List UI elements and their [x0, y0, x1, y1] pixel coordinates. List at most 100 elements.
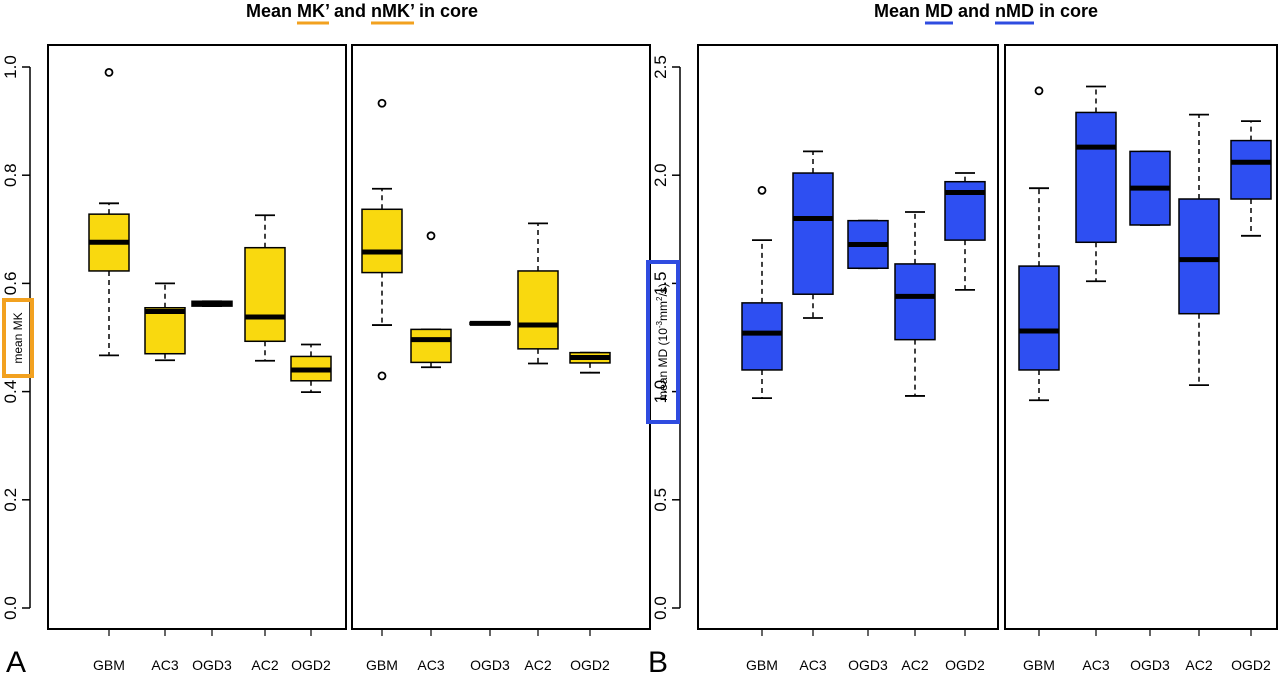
- panel-b-ylabel-mid: mm: [656, 301, 670, 321]
- y-tick-label: 2.0: [651, 163, 670, 187]
- outlier-point: [757, 185, 767, 195]
- box-gbm: [88, 68, 130, 357]
- category-label-gbm: GBM: [93, 657, 125, 673]
- panel-b-ylabel-sup2: 2: [655, 296, 664, 301]
- box-body: [244, 246, 286, 343]
- title-part: in core: [414, 1, 478, 21]
- panel-a-y-axis: 0.0 0.2 0.4 0.6 0.8 1.0: [1, 55, 31, 620]
- y-tick-label: 1.0: [651, 380, 670, 404]
- box-body: [1018, 265, 1060, 371]
- box-ogd3: [469, 320, 511, 326]
- outlier-point: [1034, 86, 1044, 96]
- box-ac3: [410, 231, 452, 369]
- category-label-ogd3: OGD3: [470, 657, 510, 673]
- box-body: [894, 263, 936, 341]
- outlier-point: [377, 371, 387, 381]
- box-body: [1178, 198, 1220, 315]
- title-part: and: [329, 1, 371, 21]
- panel-a-category-labels: GBM AC3 OGD3 AC2 OGD2 GBM AC3 OGD3 AC2 OGD2: [93, 629, 610, 673]
- box-body: [1075, 111, 1117, 244]
- outlier-point: [377, 98, 387, 108]
- category-label-ogd2: OGD2: [570, 657, 610, 673]
- panel-a-facet-2-frame: [351, 44, 651, 630]
- title-part: and: [953, 1, 995, 21]
- box-ogd2: [944, 172, 986, 291]
- category-label-ac3: AC3: [799, 657, 826, 673]
- panel-b-title: Mean MD and nMD in core: [874, 1, 1098, 21]
- category-label-ogd2: OGD2: [291, 657, 331, 673]
- panel-b-y-axis: 0.0 0.5 1.0 1.5 2.0 2.5: [651, 55, 681, 620]
- category-label-gbm: GBM: [1023, 657, 1055, 673]
- category-label-ogd3: OGD3: [192, 657, 232, 673]
- category-label-ac2: AC2: [1185, 657, 1212, 673]
- box-ogd2: [290, 343, 332, 394]
- box-ogd3: [847, 219, 889, 270]
- category-label-ac3: AC3: [151, 657, 178, 673]
- title-part: nMK’: [371, 1, 414, 21]
- panel-a-ylabel-box: [2, 298, 34, 378]
- box-ogd3: [191, 300, 233, 308]
- category-label-gbm: GBM: [746, 657, 778, 673]
- category-label-ac2: AC2: [524, 657, 551, 673]
- box-gbm: [1018, 86, 1060, 402]
- outlier-point: [426, 231, 436, 241]
- box-ogd2: [1230, 120, 1272, 237]
- y-tick-label: 0.8: [1, 163, 20, 187]
- panel-a-mean-mk: Mean MK’ and nMK’ in core 0.00.20.40.60.…: [1, 1, 651, 678]
- panel-b-facet-1-frame: [697, 44, 999, 630]
- category-label-ac3: AC3: [1082, 657, 1109, 673]
- y-tick-label: 0.4: [1, 380, 20, 404]
- box-gbm: [741, 185, 783, 399]
- panel-b-boxes: [741, 85, 1272, 402]
- panel-a-letter: A: [6, 646, 26, 678]
- title-part: in core: [1034, 1, 1098, 21]
- box-ac3: [792, 150, 834, 319]
- panel-b-ylabel: mean MD (10-3mm2/s): [655, 283, 670, 401]
- outlier-point: [104, 68, 114, 77]
- box-gbm: [361, 98, 403, 381]
- panel-b-ylabel-main: mean MD (10: [656, 328, 670, 401]
- box-body: [517, 270, 559, 350]
- box-ac3: [144, 282, 186, 362]
- box-body: [741, 302, 783, 371]
- title-part: nMD: [995, 1, 1034, 21]
- y-tick-label: 0.2: [1, 488, 20, 512]
- y-tick-label: 0.0: [1, 596, 20, 620]
- box-ac2: [1178, 113, 1220, 387]
- panel-b-ylabel-box: [646, 260, 680, 424]
- box-ac2: [244, 214, 286, 362]
- panel-a-ylabel: mean MK: [11, 312, 25, 363]
- box-body: [1230, 139, 1272, 200]
- y-tick-label: 1.5: [651, 272, 670, 296]
- category-label-ogd3: OGD3: [1130, 657, 1170, 673]
- panel-b-letter: B: [648, 646, 668, 678]
- category-label-ac3: AC3: [417, 657, 444, 673]
- box-ac2: [517, 222, 559, 365]
- box-body: [144, 306, 186, 355]
- category-label-ogd3: OGD3: [848, 657, 888, 673]
- category-label-ac2: AC2: [901, 657, 928, 673]
- y-tick-label: 1.0: [1, 55, 20, 79]
- box-ac3: [1075, 85, 1117, 283]
- box-ogd2: [569, 351, 611, 374]
- category-label-gbm: GBM: [366, 657, 398, 673]
- title-part: MD: [925, 1, 953, 21]
- panel-a-title: Mean MK’ and nMK’ in core: [246, 1, 478, 21]
- panel-b-facet-2-frame: [1004, 44, 1278, 630]
- panel-b-mean-md: Mean MD and nMD in core 0.0 0.5 1.0 1.5 2.0 2…: [646, 1, 1278, 678]
- y-tick-label: 0.6: [1, 272, 20, 296]
- box-body: [792, 172, 834, 295]
- panel-a-boxes: [88, 68, 611, 394]
- box-ac2: [894, 211, 936, 397]
- category-label-ogd2: OGD2: [1231, 657, 1271, 673]
- panel-b-ylabel-end: /s): [656, 283, 670, 296]
- y-tick-label: 2.5: [651, 55, 670, 79]
- category-label-ogd2: OGD2: [945, 657, 985, 673]
- panel-b-category-labels: GBM AC3 OGD3 AC2 OGD2 GBM AC3 OGD3 AC2 OGD2: [746, 629, 1271, 673]
- y-tick-label: 0.5: [651, 488, 670, 512]
- box-ogd3: [1129, 150, 1171, 226]
- panel-b-ylabel-sup1: -3: [655, 320, 664, 328]
- title-part: MK’: [297, 1, 329, 21]
- category-label-ac2: AC2: [251, 657, 278, 673]
